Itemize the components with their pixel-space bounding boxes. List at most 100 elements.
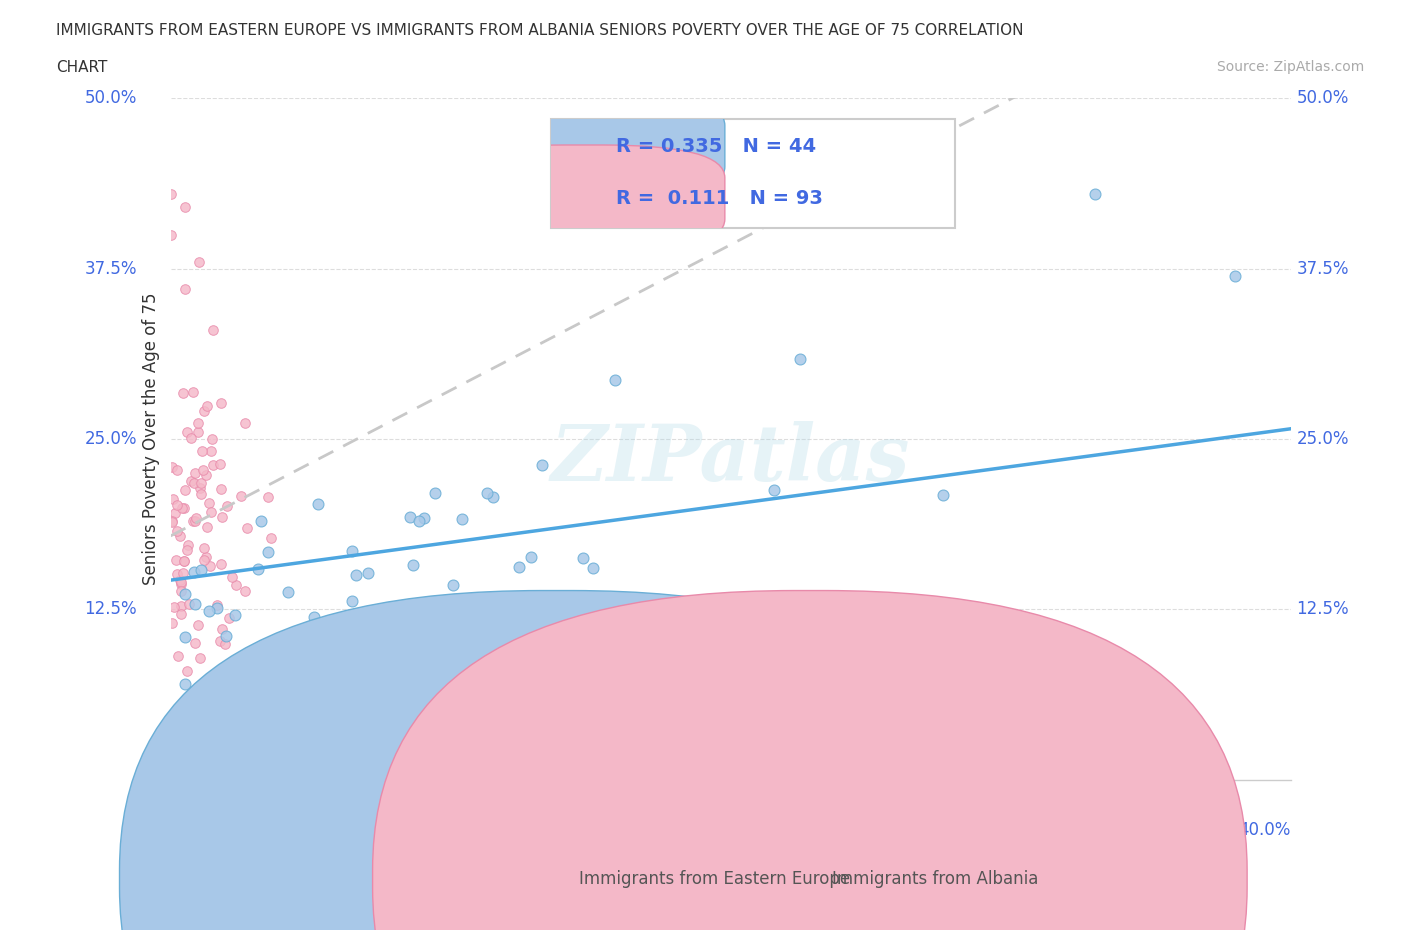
Point: [256, 489, 278, 504]
Text: 37.5%: 37.5%: [1296, 259, 1348, 278]
Text: 25.0%: 25.0%: [84, 430, 136, 448]
Point: [242, 745, 264, 760]
Point: [302, 609, 325, 624]
Point: [159, 227, 181, 242]
Point: [214, 636, 236, 651]
Point: [169, 573, 191, 588]
Point: [173, 586, 195, 601]
Point: [451, 512, 474, 526]
Point: [190, 563, 212, 578]
Point: [209, 557, 232, 572]
Point: [340, 543, 363, 558]
Point: [194, 550, 217, 565]
Point: [176, 425, 198, 440]
Point: [166, 566, 188, 581]
Point: [172, 386, 194, 401]
Point: [402, 558, 425, 573]
Point: [183, 513, 205, 528]
Point: [200, 444, 222, 458]
Point: [162, 599, 184, 614]
Point: [425, 485, 447, 500]
Point: [190, 475, 212, 490]
Point: [209, 457, 232, 472]
Point: [207, 601, 229, 616]
Point: [340, 593, 363, 608]
Point: [187, 424, 209, 439]
Point: [231, 489, 253, 504]
Point: [195, 398, 218, 413]
Point: [179, 597, 201, 612]
Point: [188, 650, 211, 665]
Point: [181, 513, 204, 528]
Point: [201, 323, 224, 338]
Point: [170, 575, 193, 590]
Point: [408, 513, 430, 528]
Point: [277, 584, 299, 599]
Point: [215, 628, 238, 643]
Point: [236, 520, 259, 535]
Point: [170, 577, 193, 591]
Point: [165, 552, 187, 567]
Point: [183, 739, 205, 754]
Point: [184, 466, 207, 481]
Point: [162, 491, 184, 506]
Point: [187, 416, 209, 431]
Point: [184, 511, 207, 525]
Point: [173, 553, 195, 568]
Text: 12.5%: 12.5%: [84, 601, 136, 618]
Point: [173, 630, 195, 644]
Point: [233, 416, 256, 431]
Point: [307, 497, 329, 512]
Point: [932, 487, 955, 502]
Point: [211, 510, 233, 525]
Point: [190, 486, 212, 501]
Point: [582, 561, 605, 576]
Point: [201, 432, 224, 446]
Point: [1223, 268, 1246, 283]
Point: [193, 552, 215, 567]
Point: [184, 635, 207, 650]
Text: ZIPatlas: ZIPatlas: [551, 421, 910, 498]
Point: [193, 403, 215, 418]
Point: [183, 385, 205, 400]
Point: [398, 510, 420, 525]
Point: [172, 501, 194, 516]
Point: [160, 616, 183, 631]
Point: [520, 549, 543, 564]
Point: [762, 483, 785, 498]
Point: [204, 731, 226, 746]
Point: [170, 598, 193, 613]
Text: CHART: CHART: [56, 60, 108, 75]
Text: IMMIGRANTS FROM EASTERN EUROPE VS IMMIGRANTS FROM ALBANIA SENIORS POVERTY OVER T: IMMIGRANTS FROM EASTERN EUROPE VS IMMIGR…: [56, 23, 1024, 38]
Point: [195, 683, 218, 698]
Point: [191, 443, 214, 458]
Point: [166, 498, 188, 512]
Point: [187, 618, 209, 632]
Point: [508, 559, 530, 574]
Point: [173, 282, 195, 297]
Text: Source: ZipAtlas.com: Source: ZipAtlas.com: [1216, 60, 1364, 74]
Point: [173, 501, 195, 516]
Point: [218, 611, 240, 626]
Point: [346, 568, 368, 583]
Point: [412, 511, 434, 525]
Point: [1084, 186, 1107, 201]
Text: Immigrants from Albania: Immigrants from Albania: [832, 870, 1039, 888]
Point: [217, 498, 239, 513]
Point: [209, 482, 232, 497]
Point: [190, 480, 212, 495]
Point: [256, 545, 278, 560]
Point: [198, 604, 221, 618]
Point: [357, 565, 380, 580]
Point: [173, 200, 195, 215]
Point: [169, 529, 191, 544]
Point: [183, 475, 205, 490]
Point: [207, 597, 229, 612]
Point: [180, 474, 202, 489]
Point: [225, 578, 247, 592]
Point: [200, 504, 222, 519]
Point: [221, 570, 243, 585]
Point: [198, 496, 221, 511]
Point: [333, 619, 356, 634]
Point: [166, 649, 188, 664]
